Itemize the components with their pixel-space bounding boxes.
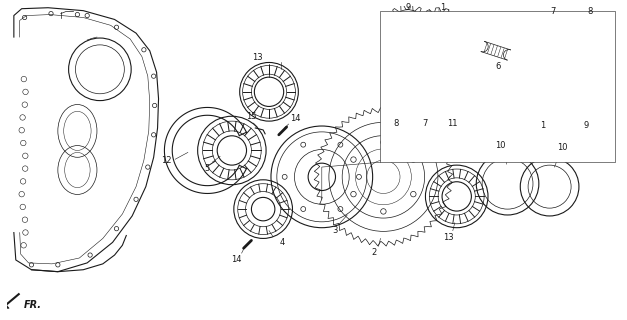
Text: 14: 14 bbox=[290, 114, 301, 123]
Text: 3: 3 bbox=[332, 226, 337, 235]
Text: 9: 9 bbox=[583, 121, 588, 130]
Bar bbox=[381, 11, 615, 162]
Text: 14: 14 bbox=[231, 255, 242, 264]
Text: 1: 1 bbox=[540, 121, 545, 130]
Text: 11: 11 bbox=[447, 119, 458, 128]
Text: 10: 10 bbox=[495, 141, 506, 150]
Text: 8: 8 bbox=[393, 119, 399, 128]
Text: 8: 8 bbox=[587, 6, 593, 16]
Text: 7: 7 bbox=[423, 119, 428, 128]
Text: 13: 13 bbox=[443, 233, 454, 242]
Text: 5: 5 bbox=[205, 164, 210, 173]
Text: 10: 10 bbox=[557, 143, 567, 152]
Text: 15: 15 bbox=[246, 112, 256, 121]
Text: FR.: FR. bbox=[24, 300, 41, 310]
Text: 4: 4 bbox=[280, 238, 285, 247]
Text: 1: 1 bbox=[440, 3, 446, 12]
Text: 13: 13 bbox=[253, 53, 263, 62]
Text: 2: 2 bbox=[371, 248, 376, 257]
Text: 6: 6 bbox=[495, 62, 500, 71]
Text: 12: 12 bbox=[161, 156, 171, 165]
Polygon shape bbox=[3, 301, 9, 308]
Text: 7: 7 bbox=[550, 6, 556, 16]
Text: 9: 9 bbox=[405, 3, 411, 12]
